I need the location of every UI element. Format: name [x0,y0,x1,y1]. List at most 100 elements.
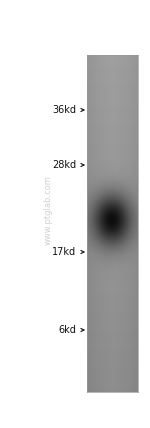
Polygon shape [87,180,138,181]
Polygon shape [87,205,138,207]
Polygon shape [87,348,138,350]
Polygon shape [87,363,138,365]
Polygon shape [87,116,138,117]
Polygon shape [87,190,138,191]
Text: www.ptglab.com: www.ptglab.com [44,175,52,245]
Polygon shape [87,155,138,156]
Polygon shape [87,234,138,235]
Polygon shape [87,242,138,244]
Polygon shape [87,156,138,158]
Polygon shape [87,90,138,92]
Text: 17kd: 17kd [52,247,76,257]
Polygon shape [87,203,138,205]
Polygon shape [87,110,138,112]
Polygon shape [87,353,138,355]
Polygon shape [87,229,138,230]
Polygon shape [87,114,138,116]
Polygon shape [87,183,138,185]
Polygon shape [87,259,138,261]
Polygon shape [87,249,138,250]
Polygon shape [87,215,138,217]
Polygon shape [87,164,138,166]
Polygon shape [87,321,138,323]
Polygon shape [87,148,138,149]
Polygon shape [87,333,138,335]
Polygon shape [87,158,138,160]
Polygon shape [87,299,138,301]
Polygon shape [87,372,138,374]
Polygon shape [87,286,138,288]
Polygon shape [87,63,138,65]
Polygon shape [87,385,138,387]
Polygon shape [87,151,138,153]
Polygon shape [87,131,138,133]
Polygon shape [87,160,138,161]
Polygon shape [87,65,138,67]
Polygon shape [87,270,138,272]
Polygon shape [87,284,138,286]
Polygon shape [87,340,138,342]
Polygon shape [87,67,138,68]
Polygon shape [87,94,138,95]
Polygon shape [87,328,138,330]
Polygon shape [87,313,138,315]
Polygon shape [87,207,138,208]
Polygon shape [87,104,138,106]
Polygon shape [87,198,138,200]
Polygon shape [87,303,138,304]
Polygon shape [87,99,138,101]
Polygon shape [87,316,138,318]
Polygon shape [87,311,138,313]
Polygon shape [88,55,89,392]
Polygon shape [87,70,138,72]
Polygon shape [87,193,138,195]
Polygon shape [87,326,138,328]
Polygon shape [87,139,138,141]
Polygon shape [87,60,138,62]
Polygon shape [87,245,138,247]
Polygon shape [87,83,138,85]
Polygon shape [87,129,138,131]
Polygon shape [87,225,138,227]
Polygon shape [87,331,138,333]
Polygon shape [87,370,138,372]
Polygon shape [87,146,138,148]
Polygon shape [87,301,138,303]
Polygon shape [87,306,138,308]
Polygon shape [87,134,138,136]
Polygon shape [87,171,138,173]
Polygon shape [87,101,138,102]
Polygon shape [87,80,138,82]
Polygon shape [87,58,138,60]
Polygon shape [87,222,138,223]
Polygon shape [87,214,138,215]
Polygon shape [87,375,138,377]
Polygon shape [87,247,138,249]
Polygon shape [87,330,138,331]
Polygon shape [87,220,138,222]
Polygon shape [87,318,138,320]
Polygon shape [87,281,138,282]
Polygon shape [87,342,138,343]
Polygon shape [87,390,138,392]
Polygon shape [136,55,137,392]
Text: 36kd: 36kd [52,105,76,115]
Polygon shape [87,143,138,144]
Polygon shape [87,383,138,385]
Polygon shape [87,136,138,137]
Polygon shape [87,79,138,80]
Polygon shape [87,153,138,155]
Polygon shape [87,223,138,225]
Polygon shape [87,218,138,220]
Polygon shape [87,122,138,124]
Polygon shape [87,92,138,94]
Polygon shape [87,185,138,187]
Polygon shape [87,241,138,242]
Polygon shape [137,55,138,392]
Polygon shape [87,279,138,281]
Polygon shape [87,262,138,264]
Polygon shape [87,374,138,375]
Polygon shape [87,106,138,107]
Polygon shape [87,365,138,367]
Polygon shape [87,126,138,128]
